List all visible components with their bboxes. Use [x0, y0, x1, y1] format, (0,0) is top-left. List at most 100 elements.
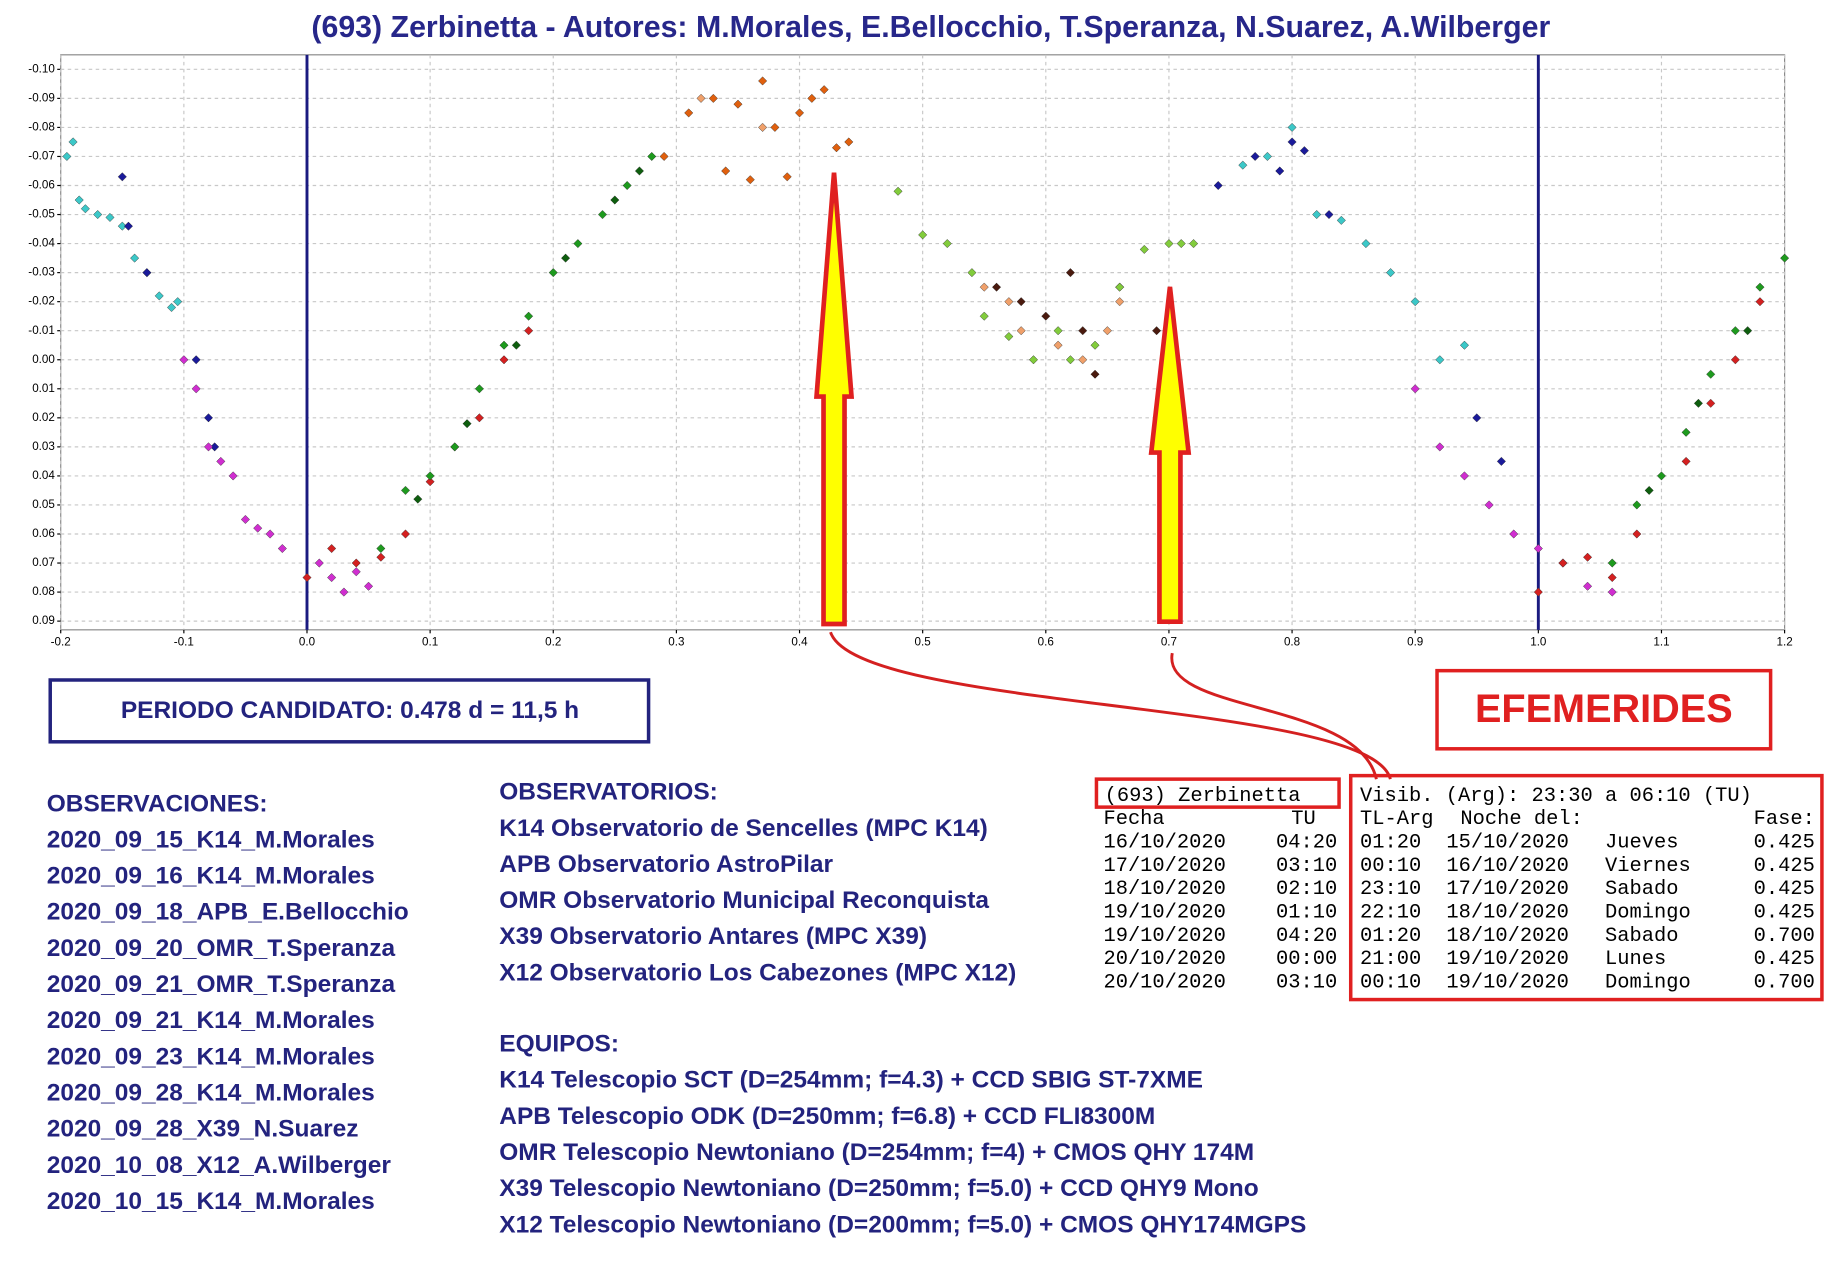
plot-area: -0.10 -0.09 -0.08 -0.07 -0.06 -0.05 -0.04 -0.03… — [28, 54, 1793, 649]
y-tick-label: 0.06 — [32, 527, 55, 540]
data-point — [1102, 326, 1112, 336]
x-tick-label: 0.1 — [422, 636, 438, 649]
data-point — [1386, 268, 1396, 278]
list-item: 2020_09_16_K14_M.Morales — [47, 863, 375, 890]
data-point — [597, 210, 608, 220]
table-cell: 23:10 — [1360, 878, 1421, 901]
table-cell: 04:20 — [1276, 832, 1337, 855]
data-point — [1435, 442, 1445, 452]
data-point — [1275, 166, 1285, 176]
data-point — [203, 413, 214, 423]
data-point — [1139, 244, 1149, 254]
data-point — [918, 230, 928, 240]
data-point — [1693, 398, 1703, 408]
table-cell: 01:20 — [1360, 832, 1421, 855]
data-point — [819, 85, 829, 95]
table-cell: Lunes — [1605, 948, 1666, 971]
data-point — [327, 543, 337, 554]
y-tick-label: -0.07 — [28, 150, 55, 163]
data-point — [511, 340, 521, 350]
table-cell: 03:10 — [1276, 971, 1337, 994]
data-point — [1558, 558, 1568, 568]
data-point — [1459, 340, 1469, 350]
data-point — [610, 195, 620, 205]
y-tick-label: -0.04 — [28, 237, 55, 250]
data-point — [573, 239, 583, 249]
column-header: Noche del: — [1460, 808, 1582, 831]
observatorios-list: K14 Observatorio de Sencelles (MPC K14) A… — [499, 815, 1016, 987]
efemerides-label: EFEMERIDES — [1475, 687, 1733, 731]
data-point — [265, 529, 275, 539]
data-point — [1755, 297, 1765, 307]
data-point — [314, 558, 324, 568]
table-cell: Viernes — [1605, 855, 1691, 878]
data-point — [1213, 180, 1223, 191]
data-point — [1410, 384, 1420, 394]
data-point — [191, 355, 201, 365]
table-cell: 16/10/2020 — [1446, 855, 1568, 878]
section-title: OBSERVACIONES: — [47, 790, 268, 817]
table-cell: 02:10 — [1276, 878, 1337, 901]
y-tick-label: -0.10 — [28, 62, 55, 75]
table-cell: 0.700 — [1754, 971, 1815, 994]
data-point — [524, 326, 534, 336]
data-point — [1078, 326, 1088, 336]
arrow — [814, 172, 855, 627]
data-point — [1065, 355, 1075, 365]
y-tick-label: -0.03 — [28, 266, 55, 279]
table-cell: 20/10/2020 — [1103, 948, 1225, 971]
section-title: EQUIPOS: — [499, 1031, 619, 1058]
list-item: APB Observatorio AstroPilar — [499, 851, 833, 878]
data-point — [1028, 355, 1039, 365]
data-point — [1238, 160, 1248, 170]
data-point — [499, 340, 509, 350]
data-point — [1472, 413, 1482, 423]
y-tick-label: 0.07 — [32, 556, 55, 569]
data-point — [1484, 500, 1494, 510]
table-cell: Sabado — [1605, 878, 1678, 901]
connector — [829, 631, 1392, 780]
data-point — [1656, 471, 1666, 481]
data-point — [1004, 331, 1014, 342]
data-point — [770, 122, 780, 132]
data-point — [1189, 239, 1199, 249]
column-header: TU — [1291, 808, 1316, 831]
visibility: Visib. (Arg): 23:30 a 06:10 (TU) — [1360, 785, 1752, 808]
list-item: 2020_09_18_APB_E.Bellocchio — [47, 899, 409, 926]
data-point — [474, 413, 484, 423]
table-cell: 0.700 — [1754, 925, 1815, 948]
data-point — [1730, 326, 1740, 336]
data-point — [659, 151, 669, 161]
data-point — [1780, 253, 1790, 263]
data-point — [745, 175, 755, 185]
y-tick-label: 0.04 — [32, 469, 55, 482]
list-item: 2020_09_15_K14_M.Morales — [47, 826, 375, 853]
data-point — [1706, 369, 1716, 379]
data-point — [1090, 369, 1100, 379]
data-point — [450, 442, 460, 452]
data-point — [524, 311, 534, 321]
chart-title: (693) Zerbinetta - Autores: M.Morales, E… — [311, 11, 1550, 44]
data-point — [758, 122, 768, 132]
data-point — [1533, 543, 1543, 554]
table-cell: 00:10 — [1360, 971, 1421, 994]
x-tick-label: 0.8 — [1284, 636, 1300, 649]
data-point — [376, 543, 386, 554]
data-point — [474, 384, 484, 394]
data-point — [191, 384, 201, 394]
data-point — [647, 151, 657, 161]
list-item: 2020_09_21_OMR_T.Speranza — [47, 971, 396, 998]
data-point — [425, 477, 435, 487]
data-point — [80, 204, 90, 214]
table-cell: 03:10 — [1276, 855, 1337, 878]
table-cell: Domingo — [1605, 901, 1691, 924]
data-point — [782, 172, 792, 182]
data-point — [684, 108, 694, 118]
data-point — [240, 514, 250, 525]
data-point — [105, 212, 115, 222]
data-point — [1607, 587, 1617, 597]
list-item: X12 Observatorio Los Cabezones (MPC X12) — [499, 959, 1016, 986]
section-title: OBSERVATORIOS: — [499, 779, 718, 806]
table-cell: 0.425 — [1754, 948, 1815, 971]
